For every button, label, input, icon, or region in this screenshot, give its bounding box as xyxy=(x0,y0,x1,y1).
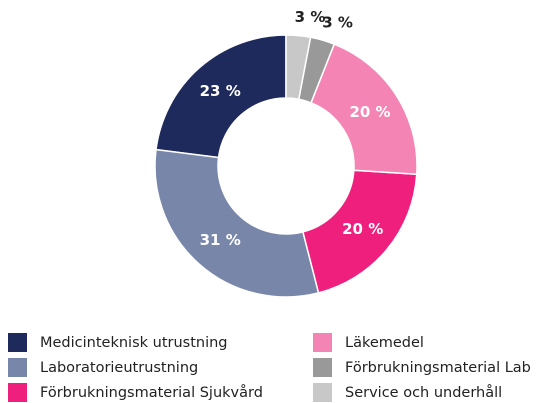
donut-segment xyxy=(155,34,287,159)
legend-swatch xyxy=(313,358,332,377)
legend-label: Laboratorieutrustning xyxy=(40,360,198,376)
legend-swatch xyxy=(8,358,27,377)
legend-swatch xyxy=(8,333,27,352)
value-label: 23 % xyxy=(200,82,241,100)
donut-segment xyxy=(285,34,312,101)
value-label: 3 % xyxy=(295,8,326,26)
value-label: 20 % xyxy=(342,220,383,238)
value-label: 20 % xyxy=(349,103,390,121)
donut-segment xyxy=(310,43,418,176)
value-label: 31 % xyxy=(200,231,241,249)
legend-swatch xyxy=(8,383,27,402)
legend-label: Medicinteknisk utrustning xyxy=(40,335,228,351)
legend-label: Förbrukningsmaterial Sjukvård xyxy=(40,384,263,401)
legend-label: Service och underhåll xyxy=(345,384,502,401)
legend-label: Läkemedel xyxy=(345,335,424,351)
donut-segment xyxy=(301,169,418,294)
legend-swatch xyxy=(313,383,332,402)
donut-segment xyxy=(154,148,320,298)
legend-label: Förbrukningsmaterial Lab xyxy=(345,360,531,376)
legend-swatch xyxy=(313,333,332,352)
value-label: 3 % xyxy=(322,13,353,31)
